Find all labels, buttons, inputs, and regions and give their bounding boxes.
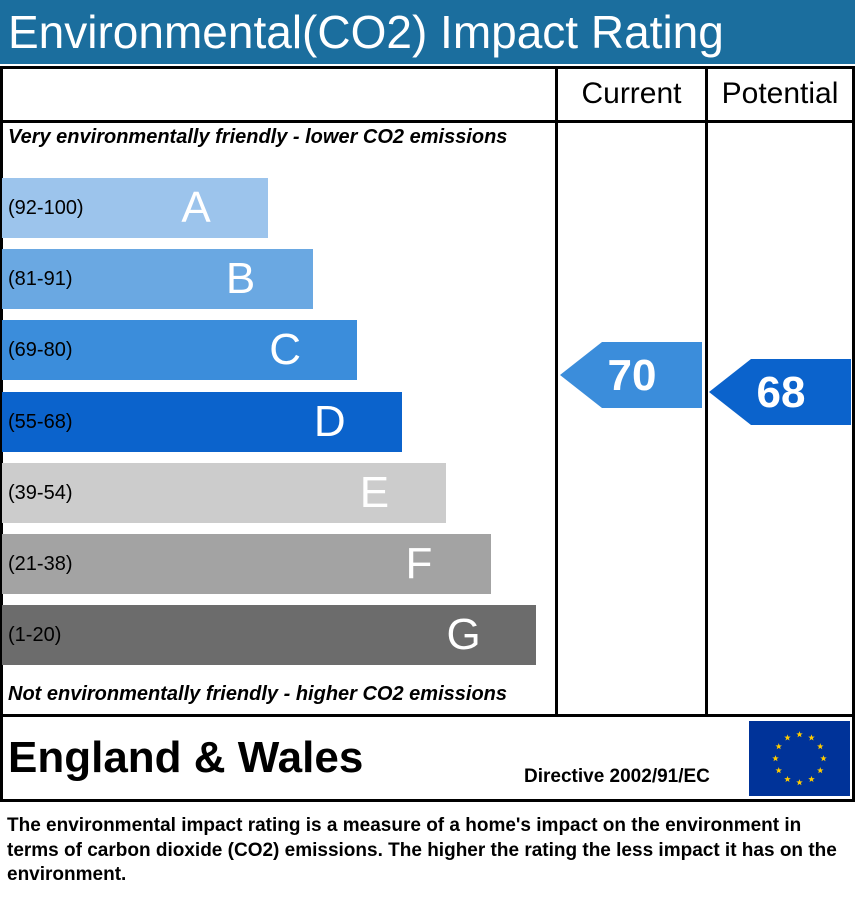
band-letter-label: E (359, 467, 390, 517)
band-b: (81-91) B (2, 249, 313, 310)
band-range-label: (39-54) (8, 481, 73, 504)
eu-star-icon (817, 743, 824, 750)
band-letter-label: C (269, 325, 302, 375)
band-g: (1-20) G (2, 605, 536, 666)
band-letter-label: A (181, 183, 211, 232)
band-a: (92-100) A (2, 178, 268, 238)
footer-frame (0, 714, 855, 802)
region-name: England & Wales (8, 733, 364, 782)
title-bar: Environmental(CO2) Impact Rating (0, 0, 855, 64)
eu-star-icon (808, 734, 815, 741)
potential-column-divider (705, 66, 708, 717)
band-range-label: (69-80) (8, 339, 73, 362)
band-range-label: (1-20) (8, 624, 62, 647)
band-letter-label: B (225, 254, 256, 304)
band-range-label: (81-91) (8, 268, 73, 291)
current-rating-arrow: 70 (560, 342, 702, 408)
eu-flag-icon (749, 721, 850, 796)
eu-star-icon (784, 734, 791, 741)
potential-column-header: Potential (721, 77, 839, 110)
band-letter-label: F (405, 539, 433, 588)
band-letter-label: D (313, 396, 346, 446)
eu-star-icon (808, 775, 815, 783)
description-text: The environmental impact rating is a mea… (7, 815, 837, 885)
band-f: (21-38) F (2, 534, 491, 594)
eu-flag-stars (772, 731, 827, 786)
current-column-header: Current (581, 77, 682, 110)
eu-star-icon (772, 755, 779, 762)
current-arrow-shape (560, 342, 702, 408)
potential-arrow-shape (709, 359, 851, 425)
eu-star-icon (820, 755, 827, 762)
potential-rating-value: 68 (757, 368, 806, 417)
band-range-label: (55-68) (8, 410, 73, 433)
chart-title: Environmental(CO2) Impact Rating (8, 6, 724, 58)
current-column-divider (555, 66, 558, 717)
bottom-note: Not environmentally friendly - higher CO… (8, 683, 507, 705)
current-rating-value: 70 (608, 351, 657, 400)
eu-star-icon (775, 767, 782, 774)
directive-label: Directive 2002/91/EC (524, 766, 710, 787)
band-range-label: (21-38) (8, 553, 73, 575)
eu-star-icon (796, 779, 803, 786)
header-divider (0, 120, 855, 123)
potential-rating-arrow: 68 (709, 359, 851, 425)
band-d: (55-68) D (2, 391, 402, 452)
band-e: (39-54) E (2, 462, 447, 523)
band-letter-label: G (446, 610, 481, 660)
eu-star-icon (784, 775, 791, 783)
eu-star-icon (775, 743, 782, 750)
band-c: (69-80) C (2, 320, 358, 381)
band-range-label: (92-100) (8, 197, 84, 219)
eu-star-icon (796, 731, 803, 738)
top-note: Very environmentally friendly - lower CO… (8, 126, 508, 148)
eu-star-icon (817, 767, 824, 774)
